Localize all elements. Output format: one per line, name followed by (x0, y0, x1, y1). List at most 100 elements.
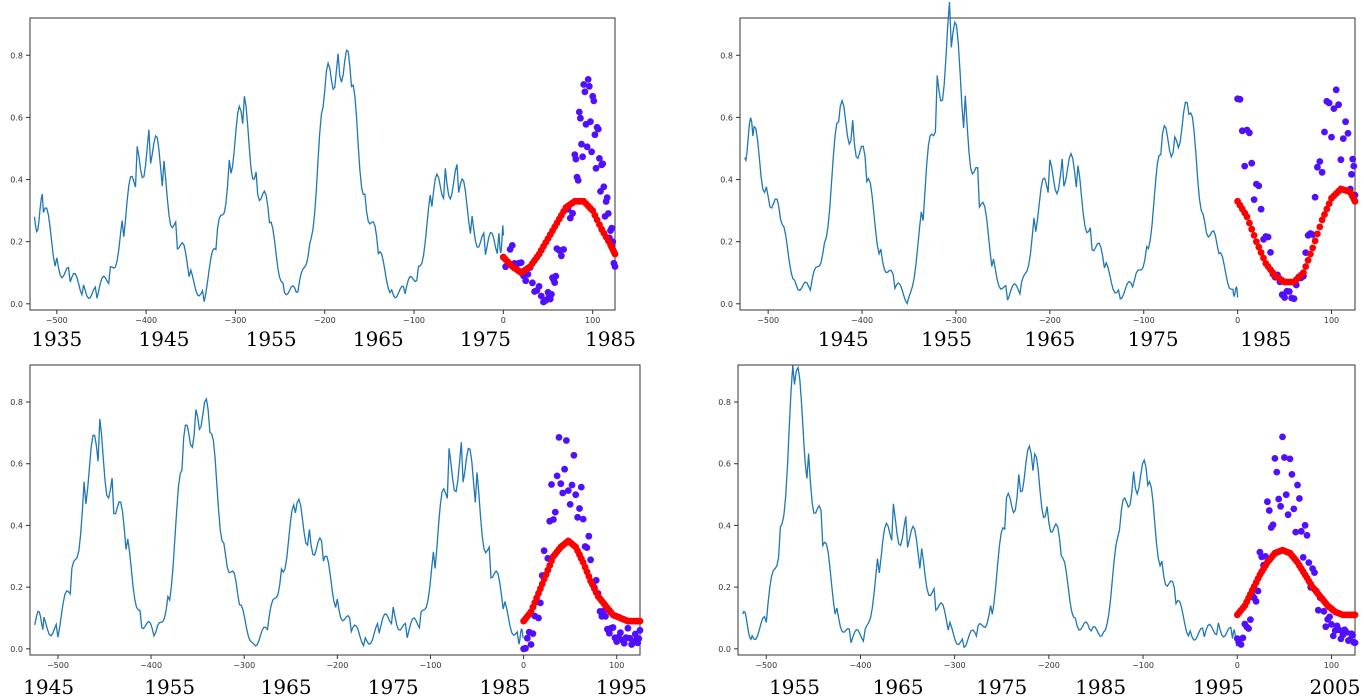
x-tick-label: 100 (1324, 316, 1339, 325)
x-tick-label: −100 (1132, 661, 1154, 670)
scatter-point (1318, 168, 1326, 176)
scatter-point (1302, 263, 1310, 270)
scatter-point (551, 279, 559, 286)
scatter-point (537, 599, 544, 607)
scatter-point (1329, 632, 1337, 640)
x-tick-label: −400 (851, 316, 873, 325)
scatter-point (1255, 182, 1263, 190)
scatter-point (1281, 294, 1288, 301)
scatter-point (561, 465, 568, 473)
chart-panel-3: −500 −400 −300 −200 −100 0 100 0.0 0.2 0.4 0.6 0.8 1… (10, 364, 647, 698)
scatter-point (522, 277, 530, 285)
scatter-point (590, 97, 598, 105)
scatter-point (576, 505, 583, 512)
scatter-point (1337, 156, 1345, 164)
x-tick-label: 100 (585, 316, 600, 325)
scatter-point (631, 630, 639, 638)
scatter-point (585, 532, 593, 540)
scatter-point (1335, 626, 1343, 634)
scatter-point (559, 489, 567, 497)
scatter-point (1290, 505, 1298, 513)
scatter-point (548, 481, 555, 488)
year-label: 1965 (873, 675, 924, 698)
year-label: 1985 (480, 675, 531, 698)
scatter-point (568, 481, 576, 489)
scatter-point (569, 209, 576, 217)
scatter-point (1247, 616, 1254, 623)
x-tick-label: 100 (609, 661, 624, 670)
scatter-point (1326, 613, 1333, 621)
y-tick-label: 0.0 (718, 645, 731, 654)
scatter-point (1286, 455, 1294, 463)
y-tick-label: 0.2 (718, 583, 731, 592)
scatter-point (1292, 528, 1300, 536)
x-tick-label: 0 (1235, 661, 1240, 670)
year-label: 1995 (1193, 675, 1244, 698)
year-label: 1945 (818, 327, 869, 351)
x-tick-label: 0 (1235, 316, 1240, 325)
x-tick-label: −500 (755, 661, 777, 670)
scatter-point (508, 242, 516, 249)
scatter-point (1351, 611, 1359, 619)
scatter-point (584, 76, 592, 83)
scatter-point (1316, 158, 1324, 165)
x-tick-label: −500 (46, 316, 68, 325)
scatter-point (550, 516, 557, 523)
year-label: 1985 (585, 327, 636, 351)
scatter-point (570, 451, 578, 459)
scatter-point (624, 624, 632, 632)
year-label: 1955 (246, 327, 297, 351)
scatter-point (1248, 225, 1256, 233)
scatter-point (1243, 213, 1251, 221)
scatter-point (602, 612, 609, 620)
scatter-point (527, 641, 535, 648)
chart-panel-2: −500 −400 −300 −200 −100 0 100 0.0 0.2 0.4 0.6 0.8 1… (720, 2, 1359, 351)
series-line (742, 365, 1238, 649)
x-tick-label: −200 (1039, 316, 1061, 325)
scatter-point (1285, 288, 1293, 295)
scatter-point (1264, 233, 1272, 241)
scatter-point (572, 155, 580, 163)
year-label: 1975 (976, 675, 1027, 698)
scatter-point (577, 483, 585, 491)
scatter-point (1311, 237, 1319, 245)
scatter-point (1320, 607, 1328, 615)
scatter-point (580, 81, 588, 88)
scatter-point (600, 183, 608, 191)
y-tick-label: 0.0 (720, 300, 733, 309)
scatter-point (1265, 507, 1273, 514)
scatter-point (566, 501, 574, 508)
scatter-point (1239, 634, 1247, 642)
x-tick-label: −500 (47, 661, 69, 670)
scatter-point (1250, 196, 1258, 204)
year-label: 1975 (1128, 327, 1179, 351)
scatter-point (1318, 216, 1326, 224)
scatter-point (575, 108, 583, 116)
scatter-point (1253, 238, 1260, 246)
scatter-point (1321, 128, 1328, 136)
scatter-point (1284, 511, 1292, 519)
scatter-point (578, 140, 585, 148)
scatter-point (564, 487, 572, 494)
year-label: 1985 (1075, 675, 1126, 698)
scatter-point (1257, 249, 1265, 256)
x-tick-label: −400 (135, 316, 157, 325)
scatter-point (611, 263, 619, 270)
y-tick-label: 0.8 (720, 51, 733, 60)
scatter-point (620, 639, 628, 647)
scatter-point (1252, 598, 1260, 605)
y-tick-label: 0.6 (718, 460, 731, 469)
y-tick-label: 0.2 (10, 583, 23, 592)
scatter-point (551, 508, 559, 516)
scatter-point (1281, 454, 1288, 461)
scatter-point (1264, 498, 1271, 506)
scatter-point (1237, 641, 1245, 648)
scatter-point (523, 634, 531, 642)
scatter-point (583, 143, 591, 151)
scatter-point (1314, 606, 1322, 614)
scatter-point (1288, 471, 1296, 478)
scatter-point (594, 125, 602, 133)
scatter-point (1328, 133, 1335, 141)
scatter-point (1267, 249, 1274, 256)
